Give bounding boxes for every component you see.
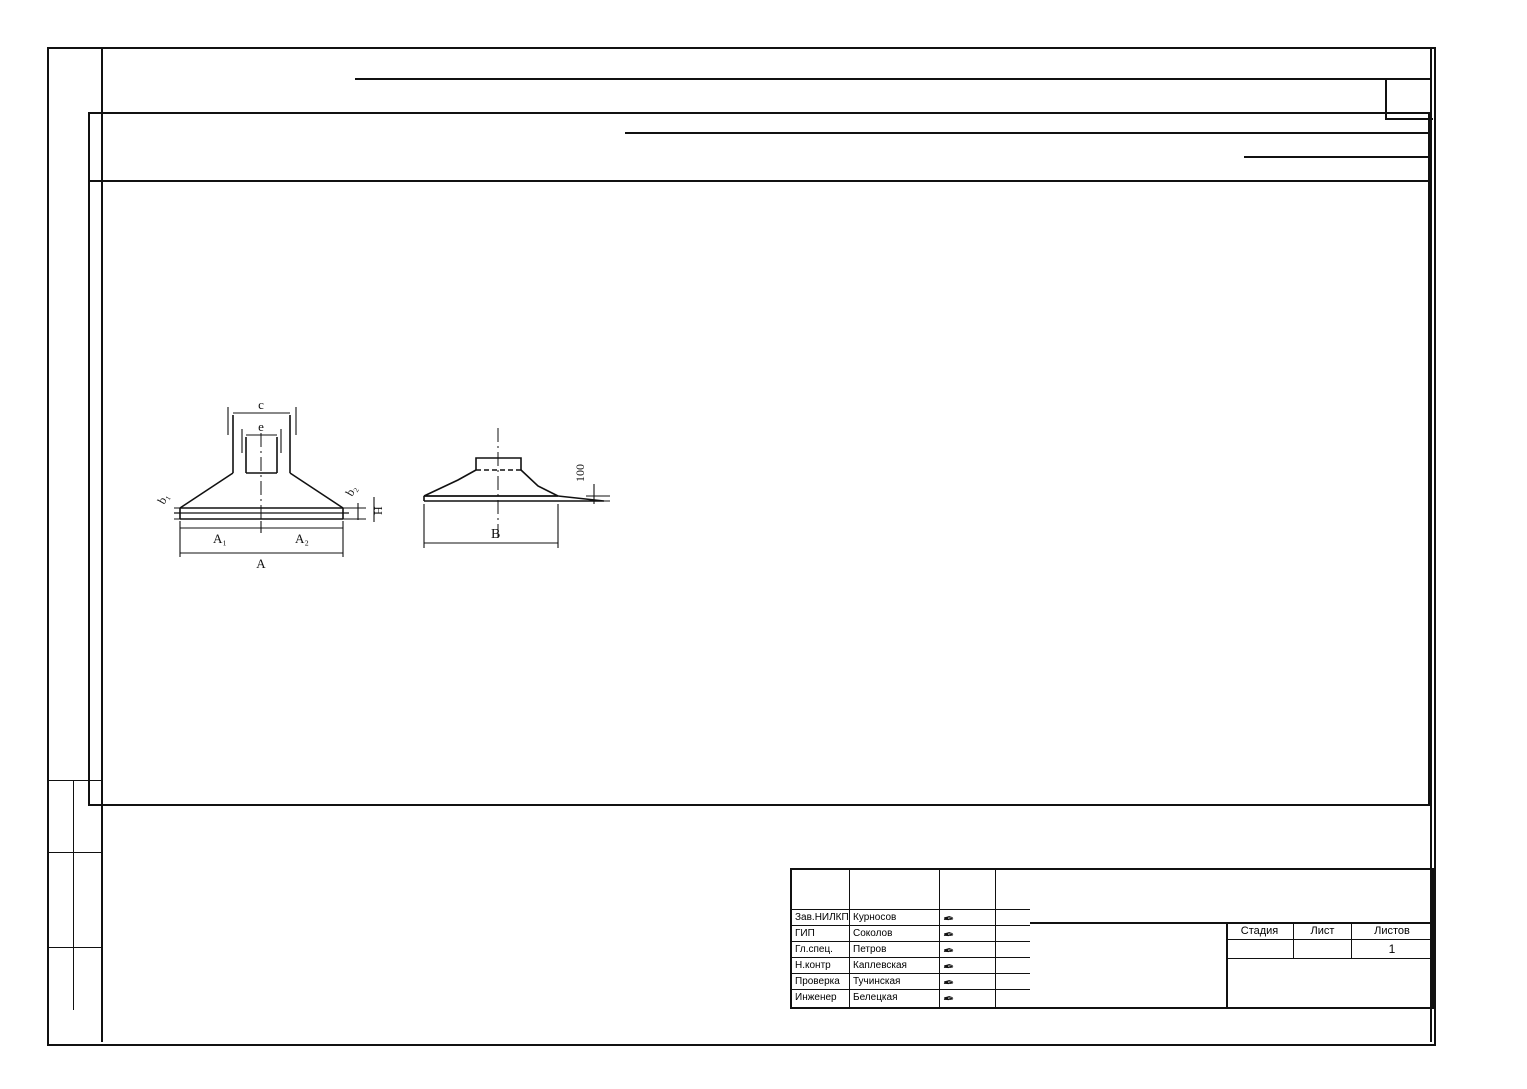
revision-margin-block bbox=[47, 780, 101, 1042]
sketch-label-A: A bbox=[256, 556, 266, 570]
stage-value-0 bbox=[1226, 940, 1294, 958]
drawing-title bbox=[1030, 922, 1228, 1007]
stage-header-2: Листов bbox=[1352, 922, 1432, 940]
stage-sheet-header: Стадия Лист Листов 1 bbox=[1226, 922, 1432, 959]
signature-cell: ✒̵̵ bbox=[940, 958, 995, 975]
sketch-label-e: e bbox=[258, 419, 264, 434]
sketch-label-B: B bbox=[491, 527, 500, 542]
signature-role: Гл.спец. bbox=[792, 942, 849, 958]
sketch-label-H: H bbox=[371, 506, 385, 515]
signature-cell: ✒̵̵ bbox=[940, 910, 995, 927]
signature-cell: ✒̵̵ bbox=[940, 942, 995, 959]
signature-name: Каплевская bbox=[850, 958, 939, 974]
date-cell bbox=[996, 990, 1030, 1006]
table-top-border bbox=[88, 112, 1430, 115]
date-cell bbox=[996, 974, 1030, 990]
signature-name: Курносов bbox=[850, 910, 939, 926]
margin-cell-podpis bbox=[47, 852, 74, 948]
signature-marks-column: ✒̵̵ ✒̵̵ ✒̵̵ ✒̵̵ ✒̵̵ ✒̵̵ bbox=[940, 870, 996, 1007]
signature-cell: ✒̵̵ bbox=[940, 974, 995, 991]
sketch-label-100: 100 bbox=[573, 464, 587, 482]
signature-date-column bbox=[996, 870, 1030, 1007]
margin-cell-vzam bbox=[47, 947, 74, 1010]
copier-note bbox=[1030, 1010, 1070, 1027]
date-cell bbox=[996, 910, 1030, 926]
date-spacer bbox=[996, 870, 1030, 910]
signature-roles-column: Зав.НИЛКП ГИП Гл.спец. Н.контр Проверка Инжен… bbox=[792, 870, 850, 1007]
margin-cell-izm bbox=[47, 780, 74, 853]
stage-value-1 bbox=[1294, 940, 1352, 958]
date-cell bbox=[996, 942, 1030, 958]
stage-header-1: Лист bbox=[1294, 922, 1352, 940]
title-block-signatures: Зав.НИЛКП ГИП Гл.спец. Н.контр Проверка Инжен… bbox=[792, 870, 1030, 1007]
signature-name: Тучинская bbox=[850, 974, 939, 990]
frame-right-edge bbox=[1430, 47, 1432, 1042]
signature-role: Зав.НИЛКП bbox=[792, 910, 849, 926]
signature-spacer bbox=[792, 870, 849, 910]
page-number bbox=[1385, 80, 1433, 120]
signature-role: Инженер bbox=[795, 992, 837, 1003]
signature-cell: ✒̵̵ bbox=[940, 926, 995, 943]
margin-divider-1 bbox=[73, 852, 101, 853]
signature-spacer bbox=[940, 870, 995, 910]
sheet-frame bbox=[47, 47, 1436, 1046]
table-bottom-border bbox=[88, 804, 1430, 807]
sketch-plate-section: c e A₁ A₂ A b₁ b₂ H bbox=[154, 397, 385, 570]
signature-cell: ✒̵̵ bbox=[940, 990, 995, 1006]
date-cell bbox=[996, 926, 1030, 942]
sketch-label-A2: A₂ bbox=[295, 531, 309, 546]
signature-name: Белецкая bbox=[853, 992, 898, 1003]
margin-divider-2 bbox=[73, 947, 101, 948]
header-bottom-rule bbox=[88, 180, 1430, 183]
header-materials-rule bbox=[1244, 156, 1428, 158]
stage-value-2: 1 bbox=[1388, 942, 1396, 956]
header-group-rule bbox=[625, 132, 1428, 134]
sketch-plate-elevation: B 100 bbox=[423, 428, 610, 548]
signature-mark: ✒̵̵ bbox=[941, 990, 954, 1007]
signature-name: Соколов bbox=[850, 926, 939, 942]
date-cell bbox=[996, 958, 1030, 974]
signature-spacer bbox=[850, 870, 939, 910]
signature-name: Петров bbox=[850, 942, 939, 958]
signature-role: Проверка bbox=[792, 974, 849, 990]
sketch-label-c: c bbox=[258, 397, 264, 412]
nomenclature-table bbox=[88, 112, 1431, 807]
organization-block bbox=[1226, 958, 1432, 1007]
title-block: Зав.НИЛКП ГИП Гл.спец. Н.контр Проверка Инжен… bbox=[790, 868, 1434, 1009]
margin-cell-right bbox=[73, 780, 101, 1010]
top-border-rule bbox=[355, 78, 1432, 80]
signature-role: Н.контр bbox=[792, 958, 849, 974]
table-left-border bbox=[88, 112, 91, 806]
sketch-label-A1: A₁ bbox=[213, 531, 227, 546]
signature-role: ГИП bbox=[792, 926, 849, 942]
stage-header-0: Стадия bbox=[1226, 922, 1294, 940]
left-margin-strip bbox=[47, 47, 103, 1042]
table-right-border bbox=[1428, 112, 1431, 806]
drawing-code bbox=[1030, 870, 1432, 924]
signature-names-column: Курносов Соколов Петров Каплевская Тучинская… bbox=[850, 870, 940, 1007]
